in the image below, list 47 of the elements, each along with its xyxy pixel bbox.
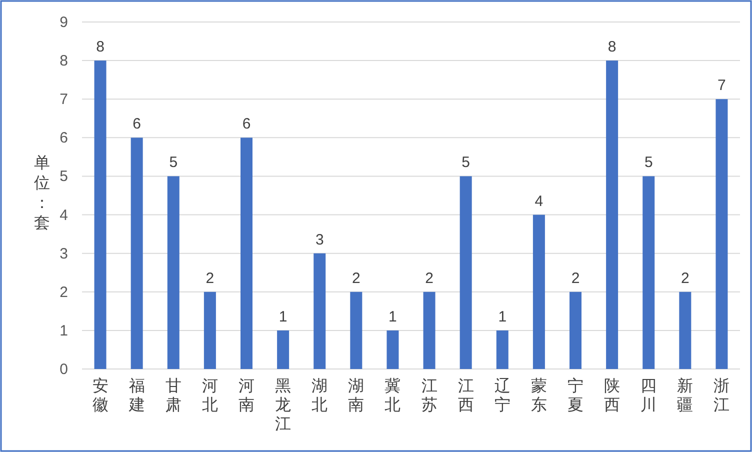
- data-label: 8: [608, 38, 616, 56]
- x-tick-label: 浙江: [714, 377, 730, 414]
- data-label: 2: [352, 270, 360, 287]
- x-tick-label: 四川: [640, 378, 657, 414]
- x-tick-label: 新疆: [677, 377, 694, 414]
- data-label: 5: [462, 154, 470, 172]
- data-label: 5: [169, 154, 178, 172]
- data-label: 1: [388, 308, 397, 326]
- x-tick-label: 河北: [202, 378, 218, 414]
- data-label: 2: [680, 270, 690, 287]
- y-tick-label: 4: [60, 206, 68, 224]
- data-label: 1: [498, 308, 507, 326]
- y-axis-title: 单位：套: [34, 155, 50, 232]
- y-tick-label: 6: [60, 130, 68, 147]
- y-tick-label: 3: [60, 245, 68, 262]
- x-tick-label: 福建: [128, 377, 145, 414]
- y-tick-label: 8: [60, 52, 68, 70]
- data-label: 8: [96, 38, 104, 56]
- data-label: 1: [278, 308, 288, 326]
- x-tick-label: 湖南: [348, 377, 364, 414]
- y-tick-label: 5: [60, 168, 68, 186]
- data-label: 6: [132, 116, 142, 133]
- data-label: 3: [315, 231, 324, 248]
- y-tick-label: 2: [60, 284, 68, 301]
- x-tick-label: 甘肃: [165, 377, 182, 414]
- y-tick-label: 7: [60, 91, 68, 108]
- x-tick-label: 辽宁: [494, 377, 510, 414]
- data-label: 4: [534, 192, 544, 210]
- x-tick-label: 江西: [458, 378, 474, 414]
- y-tick-label: 1: [60, 322, 68, 340]
- data-label: 5: [644, 154, 653, 172]
- data-label: 2: [206, 270, 214, 287]
- y-tick-label: 9: [60, 14, 68, 31]
- data-label: 6: [242, 116, 251, 133]
- data-label: 7: [718, 77, 726, 94]
- x-tick-label: 安徽: [92, 377, 108, 414]
- x-tick-label: 河南: [238, 378, 254, 414]
- data-label: 2: [425, 270, 434, 287]
- data-label: 2: [571, 270, 580, 287]
- x-tick-label: 江苏: [421, 378, 438, 414]
- x-tick-label: 冀北: [384, 377, 401, 414]
- x-tick-label: 宁夏: [568, 377, 584, 414]
- y-tick-label: 0: [60, 361, 68, 378]
- x-tick-label: 湖北: [312, 377, 328, 414]
- x-tick-label: 蒙东: [530, 377, 547, 414]
- x-tick-label: 黑龙江: [275, 378, 292, 433]
- x-tick-label: 陕西: [604, 378, 620, 414]
